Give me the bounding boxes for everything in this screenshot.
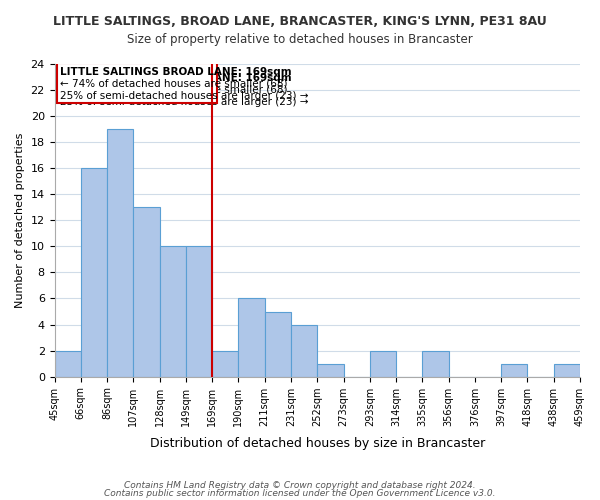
Bar [317,364,344,376]
Bar [370,350,396,376]
Bar [554,364,580,376]
Bar [422,350,449,376]
Bar [133,208,160,376]
Bar [291,324,317,376]
Text: 25% of semi-detached houses are larger (23) →: 25% of semi-detached houses are larger (… [61,96,309,106]
Text: Contains public sector information licensed under the Open Government Licence v3: Contains public sector information licen… [104,488,496,498]
Text: 25% of semi-detached houses are larger (23) →: 25% of semi-detached houses are larger (… [61,92,309,102]
Text: ← 74% of detached houses are smaller (68): ← 74% of detached houses are smaller (68… [61,85,288,95]
Text: LITTLE SALTINGS BROAD LANE: 169sqm: LITTLE SALTINGS BROAD LANE: 169sqm [61,73,292,83]
X-axis label: Distribution of detached houses by size in Brancaster: Distribution of detached houses by size … [149,437,485,450]
Text: Contains HM Land Registry data © Crown copyright and database right 2024.: Contains HM Land Registry data © Crown c… [124,481,476,490]
Bar [238,298,265,376]
Bar [265,312,291,376]
Text: Size of property relative to detached houses in Brancaster: Size of property relative to detached ho… [127,32,473,46]
Bar [160,246,186,376]
Bar [501,364,527,376]
FancyBboxPatch shape [57,62,217,103]
Bar [186,246,212,376]
Text: LITTLE SALTINGS, BROAD LANE, BRANCASTER, KING'S LYNN, PE31 8AU: LITTLE SALTINGS, BROAD LANE, BRANCASTER,… [53,15,547,28]
Bar [55,350,81,376]
Bar [81,168,107,376]
Text: ← 74% of detached houses are smaller (68): ← 74% of detached houses are smaller (68… [61,79,288,89]
Text: LITTLE SALTINGS BROAD LANE: 169sqm: LITTLE SALTINGS BROAD LANE: 169sqm [61,66,292,76]
Y-axis label: Number of detached properties: Number of detached properties [15,132,25,308]
Bar [212,350,238,376]
Bar [107,129,133,376]
